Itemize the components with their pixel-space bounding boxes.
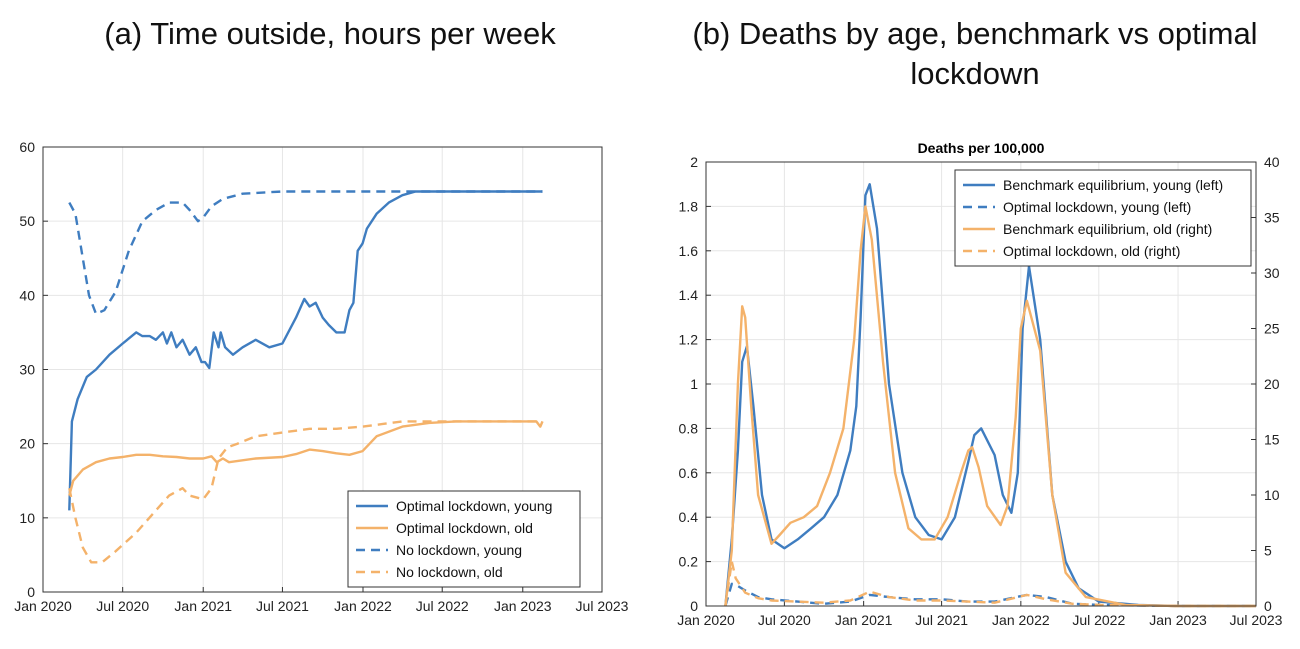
y-tick-label: 0 xyxy=(27,584,35,600)
y2-tick-label: 25 xyxy=(1264,321,1280,337)
series-line-2 xyxy=(724,205,1256,608)
legend-entry: Optimal lockdown, old (right) xyxy=(1003,243,1180,259)
legend-entry: Optimal lockdown, young xyxy=(396,498,552,514)
x-tick-label: Jul 2022 xyxy=(1072,612,1125,628)
y-tick-label: 0.6 xyxy=(679,465,699,481)
x-tick-label: Jul 2021 xyxy=(256,598,309,614)
chart-0: Jan 2020 Jul 2020 Jan 2021 Jul 2021 Jan 2022… xyxy=(14,139,628,614)
x-tick-label: Jan 2020 xyxy=(677,612,735,628)
x-tick-label: Jul 2020 xyxy=(758,612,811,628)
y-tick-label: 50 xyxy=(19,213,35,229)
legend-entry: No lockdown, old xyxy=(396,564,503,580)
y-tick-label: 0.8 xyxy=(679,420,699,436)
x-tick-label: Jan 2022 xyxy=(334,598,392,614)
legend: Optimal lockdown, young Optimal lockdown,… xyxy=(347,490,581,588)
axis-frame xyxy=(42,146,603,593)
legend-entry: Optimal lockdown, young (left) xyxy=(1003,199,1191,215)
legend-entry: Benchmark equilibrium, young (left) xyxy=(1003,177,1223,193)
legend: Benchmark equilibrium, young (left) Optim… xyxy=(954,169,1252,267)
chart-1: Jan 2020 Jul 2020 Jan 2021 Jul 2021 Jan 2022… xyxy=(677,140,1282,628)
y2-tick-label: 40 xyxy=(1264,154,1280,170)
panel-b-title: (b) Deaths by age, benchmark vs optimal … xyxy=(692,16,1258,91)
axis-frame xyxy=(705,161,1257,607)
x-tick-label: Jan 2023 xyxy=(494,598,552,614)
y-tick-label: 40 xyxy=(19,287,35,303)
y2-tick-label: 5 xyxy=(1264,543,1272,559)
x-tick-label: Jul 2023 xyxy=(576,598,629,614)
series-line-1 xyxy=(68,420,544,496)
y2-tick-label: 35 xyxy=(1264,210,1280,226)
y-tick-label: 1.6 xyxy=(679,243,699,259)
y2-tick-label: 10 xyxy=(1264,487,1280,503)
legend-box xyxy=(954,169,1252,267)
x-tick-label: Jan 2021 xyxy=(835,612,893,628)
legend-entry: Optimal lockdown, old xyxy=(396,520,533,536)
y-tick-label: 60 xyxy=(19,139,35,155)
y2-tick-label: 30 xyxy=(1264,265,1280,281)
y-tick-label: 30 xyxy=(19,362,35,378)
x-tick-label: Jan 2023 xyxy=(1149,612,1207,628)
y-tick-label: 0 xyxy=(690,598,698,614)
chart-subtitle: Deaths per 100,000 xyxy=(918,140,1045,156)
series-line-3 xyxy=(724,560,1256,608)
y-tick-label: 1.8 xyxy=(679,198,699,214)
y-tick-label: 1 xyxy=(690,376,698,392)
series-line-2 xyxy=(68,190,543,316)
x-tick-label: Jul 2022 xyxy=(416,598,469,614)
y2-tick-label: 15 xyxy=(1264,432,1280,448)
x-tick-label: Jan 2022 xyxy=(992,612,1050,628)
x-tick-label: Jul 2021 xyxy=(915,612,968,628)
y2-tick-label: 0 xyxy=(1264,598,1272,614)
panel-a-title: (a) Time outside, hours per week xyxy=(104,16,556,51)
y-tick-label: 10 xyxy=(19,510,35,526)
y-tick-label: 0.4 xyxy=(679,509,699,525)
y-tick-label: 2 xyxy=(690,154,698,170)
series-line-3 xyxy=(68,420,543,564)
y2-tick-label: 20 xyxy=(1264,376,1280,392)
x-tick-label: Jul 2023 xyxy=(1230,612,1283,628)
legend-entry: Benchmark equilibrium, old (right) xyxy=(1003,221,1212,237)
x-tick-label: Jan 2020 xyxy=(14,598,72,614)
series-line-0 xyxy=(68,190,543,511)
x-tick-label: Jul 2020 xyxy=(96,598,149,614)
y-tick-label: 1.2 xyxy=(679,332,699,348)
x-tick-label: Jan 2021 xyxy=(174,598,232,614)
y-tick-label: 20 xyxy=(19,436,35,452)
y-tick-label: 0.2 xyxy=(679,554,699,570)
y-tick-label: 1.4 xyxy=(679,287,699,303)
legend-entry: No lockdown, young xyxy=(396,542,522,558)
